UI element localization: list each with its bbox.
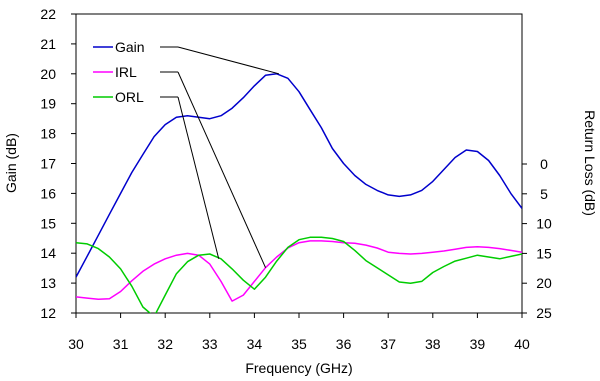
y-left-tick-label: 14 [40, 245, 56, 261]
x-tick-label: 31 [113, 336, 129, 352]
y-right-tick-label: 15 [536, 245, 552, 261]
gain-legend-label: Gain [115, 39, 145, 55]
irl-callout-line [177, 71, 267, 268]
x-tick-label: 35 [291, 336, 307, 352]
x-tick-label: 38 [425, 336, 441, 352]
x-tick-label: 30 [68, 336, 84, 352]
y-right-tick-label: 5 [540, 186, 548, 202]
x-tick-label: 36 [336, 336, 352, 352]
gain-series-line [76, 73, 522, 278]
y-right-axis-title: Return Loss (dB) [582, 110, 598, 216]
x-tick-label: 40 [514, 336, 530, 352]
legend: Gain IRL ORL [93, 39, 280, 268]
orl-series-line [76, 236, 522, 313]
y-right-tick-label: 25 [536, 305, 552, 321]
y-left-axis-ticks: 12 13 14 15 16 17 18 19 20 21 22 [40, 6, 76, 321]
y-left-tick-label: 15 [40, 215, 56, 231]
y-left-tick-label: 12 [40, 305, 56, 321]
x-axis-ticks: 30 31 32 33 34 35 36 37 38 39 40 [68, 313, 530, 352]
orl-callout-line [177, 96, 220, 259]
y-left-tick-label: 18 [40, 126, 56, 142]
y-left-tick-label: 19 [40, 96, 56, 112]
y-right-axis-ticks: 0 5 10 15 20 25 [522, 156, 552, 321]
irl-legend-label: IRL [115, 64, 137, 80]
y-right-tick-label: 20 [536, 275, 552, 291]
x-tick-label: 37 [380, 336, 396, 352]
y-left-tick-label: 21 [40, 36, 56, 52]
orl-legend-label: ORL [115, 89, 144, 105]
y-right-tick-label: 0 [540, 156, 548, 172]
x-tick-label: 32 [157, 336, 173, 352]
y-left-axis-title: Gain (dB) [3, 133, 19, 193]
x-tick-label: 34 [247, 336, 263, 352]
x-axis-title: Frequency (GHz) [245, 360, 352, 376]
x-tick-label: 33 [202, 336, 218, 352]
series-layer [76, 73, 522, 313]
irl-series-line [76, 240, 522, 302]
plot-area-frame [75, 13, 523, 314]
y-left-tick-label: 22 [40, 6, 56, 22]
y-left-tick-label: 17 [40, 156, 56, 172]
x-tick-label: 39 [470, 336, 486, 352]
gain-callout-line [177, 46, 280, 75]
y-left-tick-label: 20 [40, 66, 56, 82]
y-right-tick-label: 10 [536, 216, 552, 232]
y-left-tick-label: 13 [40, 275, 56, 291]
y-left-tick-label: 16 [40, 185, 56, 201]
